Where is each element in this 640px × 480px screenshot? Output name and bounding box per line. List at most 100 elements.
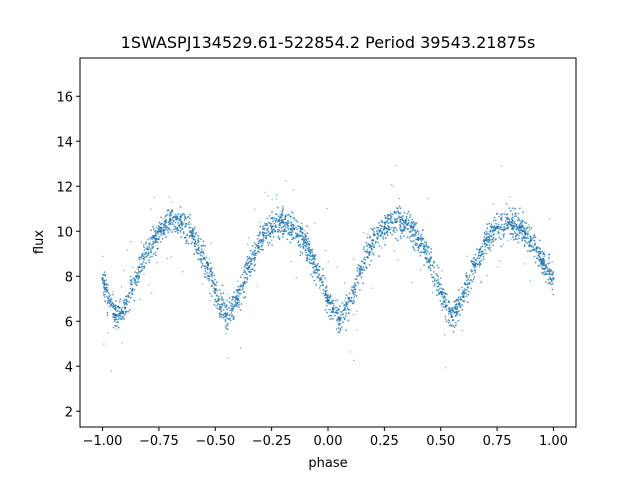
scatter-point [352,314,355,316]
scatter-point [267,244,270,246]
scatter-point [337,331,340,334]
scatter-point [444,293,447,295]
scatter-point [155,241,158,243]
scatter-point [221,295,223,297]
scatter-point [324,290,326,292]
scatter-point [511,207,514,210]
scatter-point [352,302,354,305]
scatter-point [244,277,247,279]
scatter-point [348,298,350,301]
scatter-point [217,298,219,300]
scatter-point [277,235,280,238]
scatter-point [518,237,520,240]
scatter-point [463,283,466,286]
scatter-point [451,306,453,309]
scatter-point [442,306,445,308]
scatter-point [542,253,544,256]
scatter-point [549,273,552,275]
scatter-point [275,213,277,216]
scatter-point [279,217,281,220]
scatter-point [215,300,218,303]
scatter-point [518,232,521,235]
scatter-point [438,293,440,296]
scatter-point [177,213,180,216]
scatter-point [415,222,418,224]
scatter-point [202,250,205,253]
scatter-point [121,306,124,309]
scatter-point [534,242,537,245]
scatter-point [547,278,550,281]
scatter-point [255,243,257,246]
scatter-point [414,244,416,246]
scatter-point [237,288,240,291]
scatter-point [471,260,473,262]
y-tick-label: 4 [65,360,73,375]
scatter-point [360,266,362,268]
scatter-point [104,290,106,293]
data-point [326,299,330,303]
scatter-point [103,279,105,282]
scatter-point [474,259,477,261]
scatter-point [315,272,318,274]
scatter-point [550,280,553,282]
scatter-point [525,222,528,225]
scatter-point [182,223,185,225]
scatter-point [500,226,503,229]
scatter-point [241,273,244,276]
scatter-point [126,295,128,298]
scatter-point [465,289,468,291]
scatter-point [521,230,524,233]
scatter-point [257,242,260,245]
scatter-point [472,257,475,260]
scatter-point [376,237,378,239]
scatter-point [111,293,114,296]
scatter-point [495,222,497,225]
scatter-point [152,253,155,256]
scatter-point [417,245,420,248]
scatter-point [477,255,480,257]
scatter-point [231,303,234,306]
scatter-point [458,304,460,306]
scatter-point [113,320,116,323]
scatter-point [306,232,309,235]
scatter-point [305,251,307,254]
scatter-point [500,238,502,241]
scatter-point [468,283,470,286]
scatter-point [271,199,273,201]
x-axis: −1.00 −0.75 −0.50 −0.25 0.00 0.25 0.50 0.75 1.00 [83,427,568,449]
scatter-point [492,244,494,247]
scatter-point [453,326,456,329]
scatter-point [254,254,257,257]
scatter-point [305,247,307,249]
scatter-point [222,309,225,311]
scatter-point [204,267,207,270]
scatter-point [345,329,347,332]
scatter-point [543,255,545,258]
scatter-point [170,213,172,216]
scatter-point [103,281,105,284]
scatter-point [197,242,199,244]
scatter-point [332,318,334,320]
scatter-point [478,251,481,254]
scatter-point [442,303,445,306]
scatter-point [161,230,164,233]
scatter-point [279,222,281,224]
scatter-point [267,230,270,233]
scatter-point [413,240,415,242]
scatter-point [516,219,519,222]
scatter-point [226,308,228,311]
scatter-point [424,257,426,259]
scatter-point [425,249,427,252]
scatter-point [542,251,545,254]
scatter-point [517,227,519,230]
scatter-point [107,284,109,286]
scatter-point [126,303,128,306]
scatter-point [381,231,383,234]
scatter-point [344,297,347,299]
scatter-point [440,283,442,286]
scatter-point [524,263,526,265]
scatter-point [188,226,191,229]
scatter-point [243,266,246,268]
scatter-point [380,219,383,222]
scatter-point [109,303,112,306]
